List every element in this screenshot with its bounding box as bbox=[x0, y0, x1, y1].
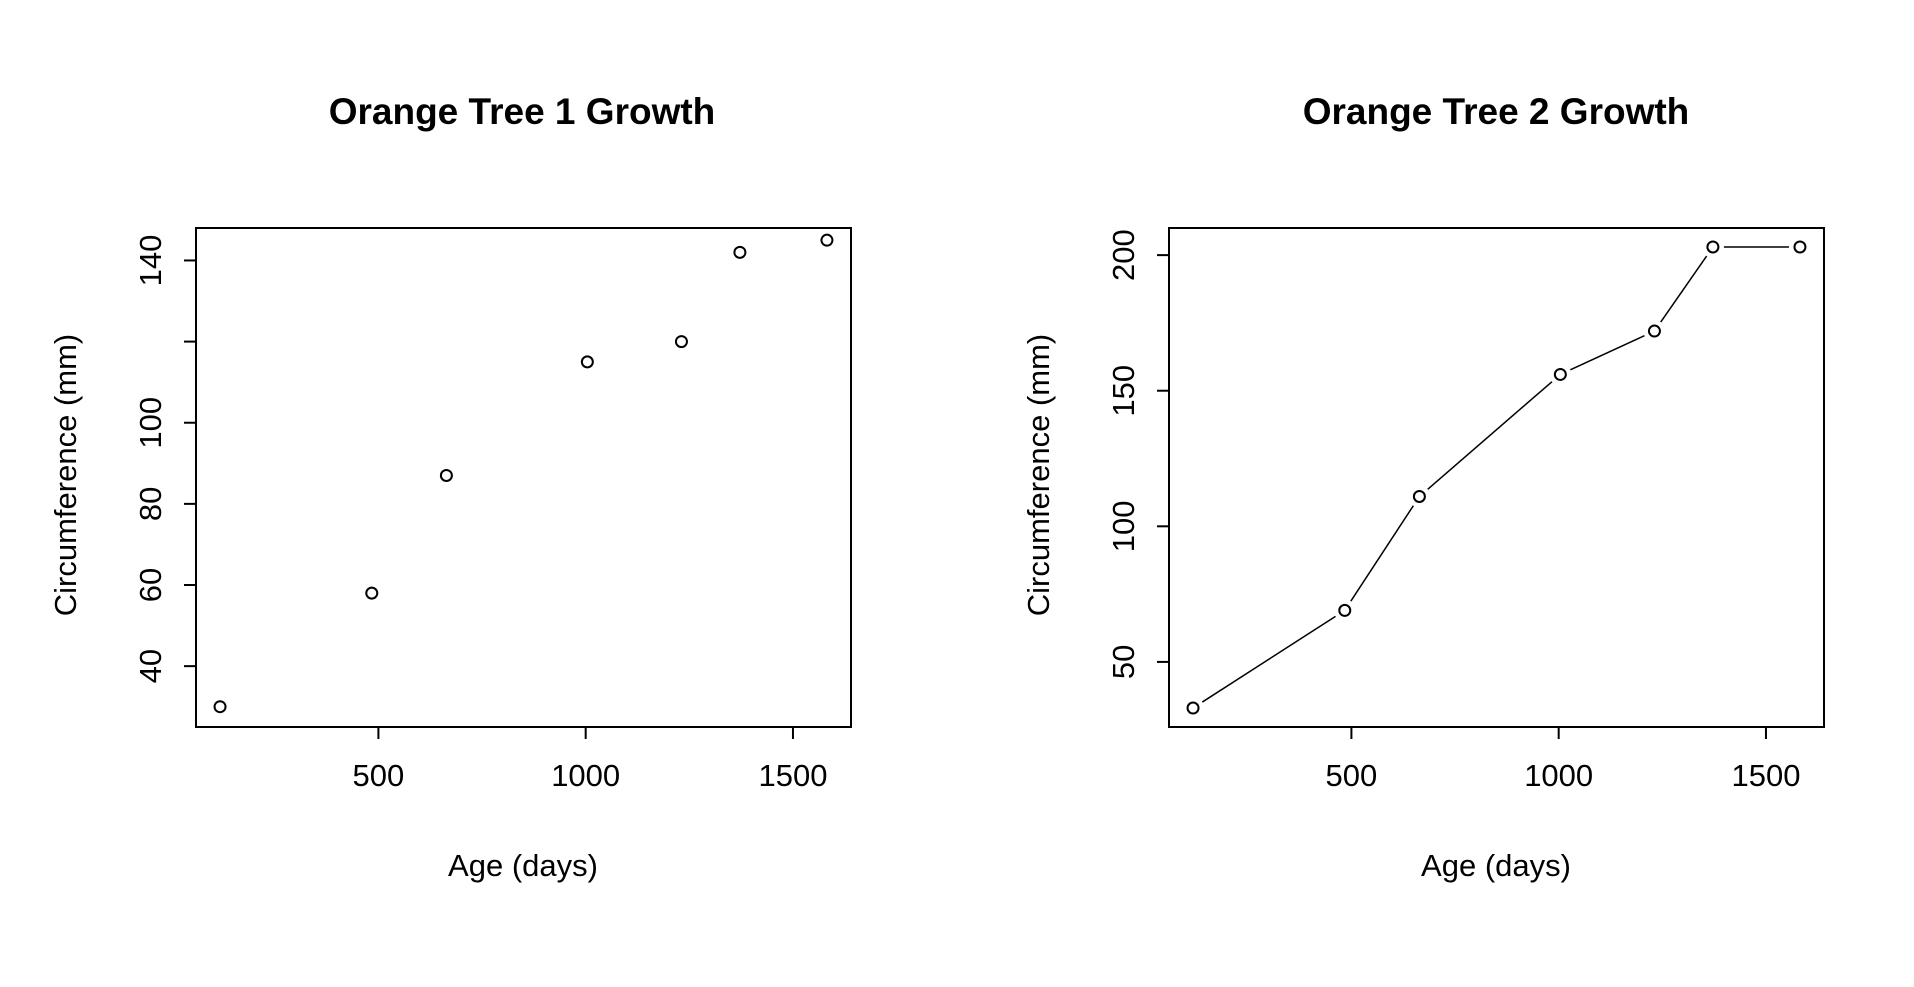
series-lines bbox=[1201, 246, 1789, 703]
series-line-segment bbox=[1660, 255, 1708, 323]
x-axis-label: Age (days) bbox=[1421, 848, 1571, 883]
data-point bbox=[1338, 603, 1352, 617]
y-tick-label: 140 bbox=[133, 235, 168, 287]
y-tick-label: 40 bbox=[133, 649, 168, 683]
data-point bbox=[1412, 489, 1426, 503]
series-line-segment bbox=[1201, 615, 1336, 703]
data-point bbox=[674, 335, 688, 349]
x-axis: 500 1000 1500 bbox=[1326, 726, 1800, 793]
data-point bbox=[1793, 240, 1807, 254]
x-tick-label: 1500 bbox=[1731, 758, 1800, 793]
data-point bbox=[1706, 240, 1720, 254]
data-point bbox=[365, 586, 379, 600]
x-tick-label: 500 bbox=[353, 758, 405, 793]
y-tick-label: 200 bbox=[1106, 229, 1141, 281]
chart-panel-tree-2: Orange Tree 2 Growth Age (days) Circumfe… bbox=[1021, 91, 1825, 883]
data-point bbox=[1553, 367, 1567, 381]
series-line-segment bbox=[1570, 334, 1645, 371]
series-line-segment bbox=[1427, 381, 1553, 490]
chart-panel-tree-1: Orange Tree 1 Growth Age (days) Circumfe… bbox=[48, 91, 852, 883]
y-axis-label: Circumference (mm) bbox=[48, 334, 83, 616]
data-point bbox=[1186, 701, 1200, 715]
chart-title: Orange Tree 2 Growth bbox=[1303, 91, 1690, 132]
data-point bbox=[580, 355, 594, 369]
series-points bbox=[213, 233, 834, 714]
y-tick-label: 80 bbox=[133, 487, 168, 521]
chart-title: Orange Tree 1 Growth bbox=[329, 91, 716, 132]
y-tick-label: 60 bbox=[133, 568, 168, 602]
x-tick-label: 1000 bbox=[551, 758, 620, 793]
y-tick-label: 150 bbox=[1106, 365, 1141, 417]
series-line-segment bbox=[1350, 505, 1414, 602]
y-tick-label: 100 bbox=[1106, 500, 1141, 552]
data-point bbox=[439, 468, 453, 482]
series-points bbox=[1186, 240, 1807, 715]
y-tick-label: 100 bbox=[133, 397, 168, 449]
x-tick-label: 500 bbox=[1326, 758, 1378, 793]
y-tick-label: 50 bbox=[1106, 645, 1141, 679]
y-axis: 40 60 80 100 140 bbox=[133, 235, 197, 683]
x-axis: 500 1000 1500 bbox=[353, 726, 827, 793]
x-tick-label: 1500 bbox=[758, 758, 827, 793]
y-axis: 50 100 150 200 bbox=[1106, 229, 1170, 679]
data-point bbox=[1647, 324, 1661, 338]
x-axis-label: Age (days) bbox=[448, 848, 598, 883]
data-point bbox=[733, 245, 747, 259]
data-point bbox=[820, 233, 834, 247]
data-point bbox=[213, 700, 227, 714]
y-axis-label: Circumference (mm) bbox=[1021, 334, 1056, 616]
x-tick-label: 1000 bbox=[1524, 758, 1593, 793]
